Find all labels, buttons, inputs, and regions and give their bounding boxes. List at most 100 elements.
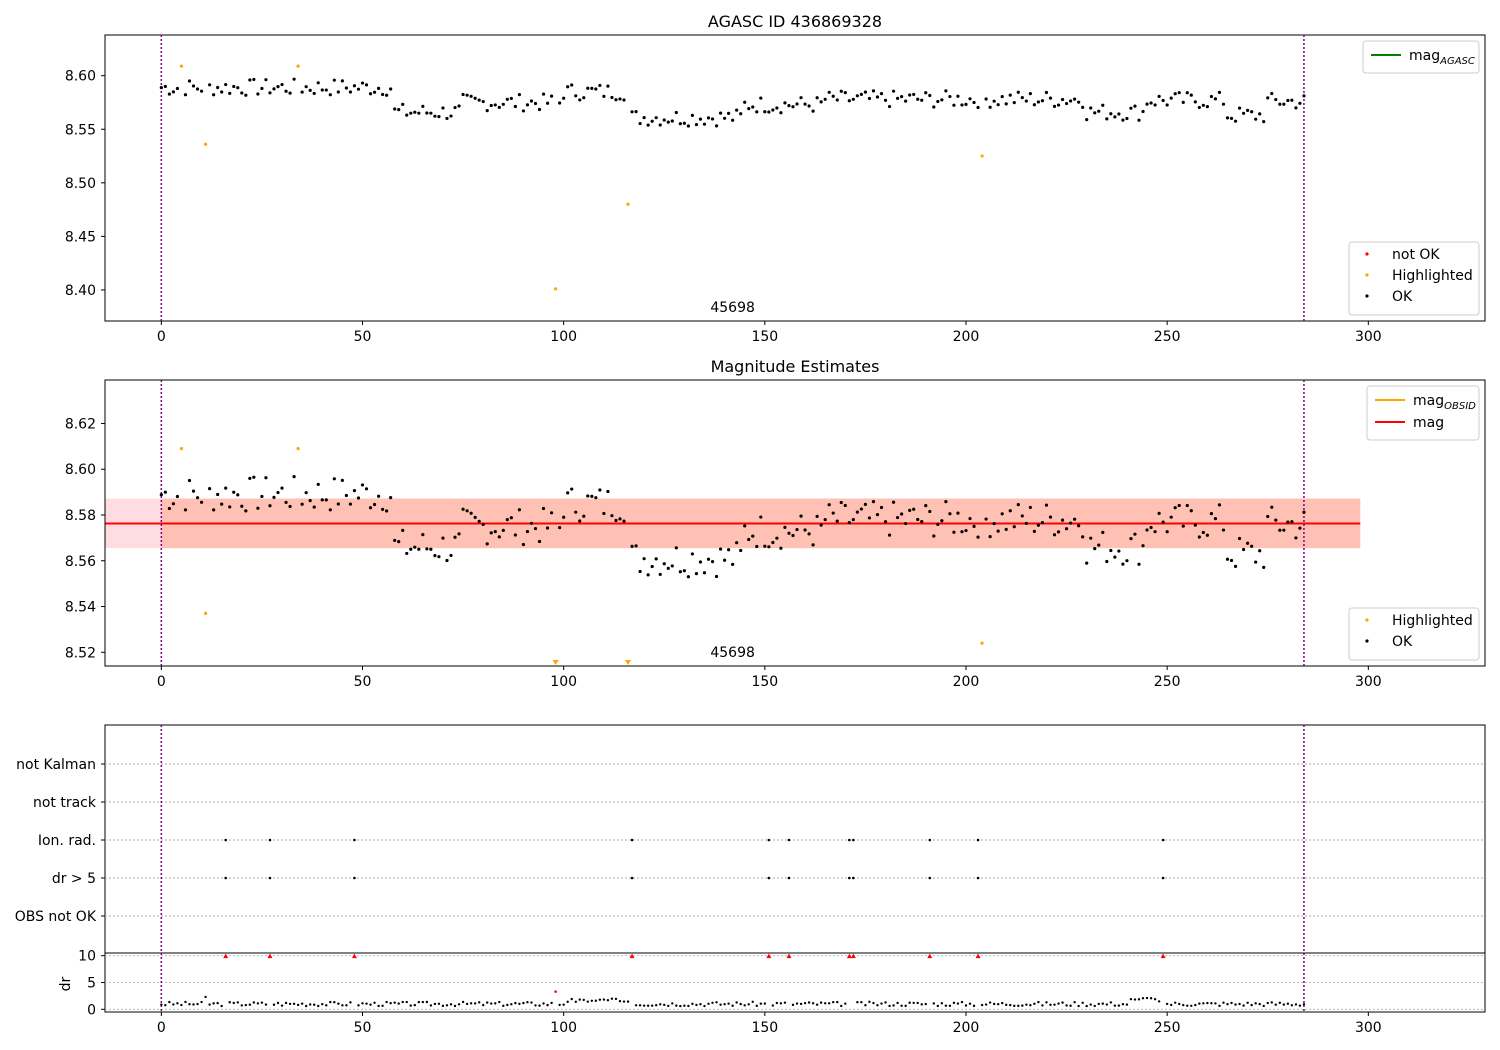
data-point-ok xyxy=(1032,103,1036,107)
dr-point xyxy=(1302,1003,1306,1006)
data-point-ok xyxy=(276,85,280,89)
data-point-ok xyxy=(405,551,409,556)
dr-point xyxy=(1121,1002,1125,1006)
x-tick-label: 200 xyxy=(953,674,980,690)
data-point-ok xyxy=(1165,530,1169,534)
data-point-ok xyxy=(743,100,747,104)
data-point-ok xyxy=(1036,100,1041,104)
data-point-ok xyxy=(167,92,171,96)
data-point-ok xyxy=(385,509,389,513)
flag-point xyxy=(848,838,851,842)
flag-point xyxy=(630,876,634,880)
data-point-ok xyxy=(344,86,348,90)
data-point-ok xyxy=(348,90,353,94)
dr-point xyxy=(409,1004,412,1007)
dr-point xyxy=(888,1004,891,1008)
data-point-ok xyxy=(300,502,304,506)
dr-point xyxy=(610,997,614,1000)
dr-point xyxy=(1230,1001,1233,1005)
data-point-highlighted xyxy=(554,287,558,291)
dr-point xyxy=(208,1003,211,1006)
data-point-ok xyxy=(1254,117,1258,121)
dr-point xyxy=(296,1003,300,1007)
data-point-ok xyxy=(767,545,771,549)
dr-point xyxy=(864,1004,867,1007)
flag-point xyxy=(1161,838,1165,842)
data-point-ok xyxy=(1177,91,1181,95)
data-point-ok xyxy=(252,77,256,82)
dr-point xyxy=(755,1004,758,1008)
data-point-ok xyxy=(944,89,948,93)
data-point-ok xyxy=(260,86,264,91)
data-point-ok xyxy=(280,486,284,490)
dr-capped-marker xyxy=(850,953,856,959)
data-point-ok xyxy=(216,492,220,497)
flag-point xyxy=(268,876,272,880)
data-point-ok xyxy=(232,490,236,494)
data-point-ok xyxy=(694,122,699,127)
dr-point xyxy=(248,1003,252,1006)
data-point-ok xyxy=(787,531,791,535)
dr-point xyxy=(791,1003,795,1007)
data-point-ok xyxy=(863,90,868,94)
dr-capped-marker xyxy=(351,953,357,959)
data-point-ok xyxy=(1177,503,1181,508)
data-point-ok xyxy=(1125,116,1129,121)
dr-point xyxy=(425,1000,429,1004)
data-point-ok xyxy=(1153,103,1157,107)
data-point-ok xyxy=(1189,93,1193,97)
data-point-ok xyxy=(698,117,703,121)
dr-point xyxy=(236,1001,239,1004)
dr-point xyxy=(964,1004,968,1007)
legend-marker xyxy=(1365,273,1369,277)
data-point-ok xyxy=(1101,103,1105,107)
data-point-ok xyxy=(976,535,980,539)
data-point-ok xyxy=(248,78,252,82)
dr-point xyxy=(594,999,598,1002)
dr-point xyxy=(498,1000,501,1004)
data-point-ok xyxy=(904,521,908,526)
data-point-ok xyxy=(674,546,678,550)
data-point-ok xyxy=(1000,512,1004,516)
dr-point xyxy=(1186,1004,1189,1007)
data-point-ok xyxy=(1028,505,1032,510)
data-point-ok xyxy=(465,509,469,513)
data-point-ok xyxy=(1101,530,1105,534)
data-point-ok xyxy=(574,94,578,98)
axes-frame xyxy=(104,724,1486,954)
dr-point xyxy=(240,1004,243,1007)
data-point-ok xyxy=(1262,565,1266,569)
dr-point xyxy=(932,1002,936,1005)
dr-point xyxy=(526,1001,529,1004)
data-point-ok xyxy=(1290,98,1294,102)
dr-point xyxy=(369,1003,372,1006)
data-point-ok xyxy=(501,528,505,532)
dr-point xyxy=(1141,997,1145,1000)
dr-point xyxy=(377,1004,380,1008)
data-point-ok xyxy=(208,83,212,87)
data-point-ok xyxy=(1073,517,1077,521)
y-tick-label: 8.40 xyxy=(65,283,96,299)
data-point-ok xyxy=(578,519,582,523)
data-point-ok xyxy=(694,572,699,576)
data-point-ok xyxy=(566,85,570,89)
data-point-ok xyxy=(948,94,952,99)
data-point-ok xyxy=(904,99,908,103)
data-point-ok xyxy=(1266,514,1270,519)
dr-point xyxy=(671,1002,674,1005)
legend-marker xyxy=(1365,618,1369,622)
data-point-ok xyxy=(212,508,216,512)
data-point-ok xyxy=(497,535,501,539)
data-point-ok xyxy=(401,528,405,532)
axes-frame xyxy=(104,34,1486,322)
data-point-ok xyxy=(413,545,417,549)
data-point-ok xyxy=(1254,560,1258,564)
y-tick-label: 8.50 xyxy=(65,176,96,192)
data-point-ok xyxy=(191,489,196,493)
data-point-ok xyxy=(835,98,839,102)
flag-category-label: Ion. rad. xyxy=(38,833,96,849)
dr-point xyxy=(1081,1001,1084,1005)
data-point-ok xyxy=(614,98,618,102)
data-point-ok xyxy=(453,535,457,539)
data-point-ok xyxy=(936,522,940,526)
